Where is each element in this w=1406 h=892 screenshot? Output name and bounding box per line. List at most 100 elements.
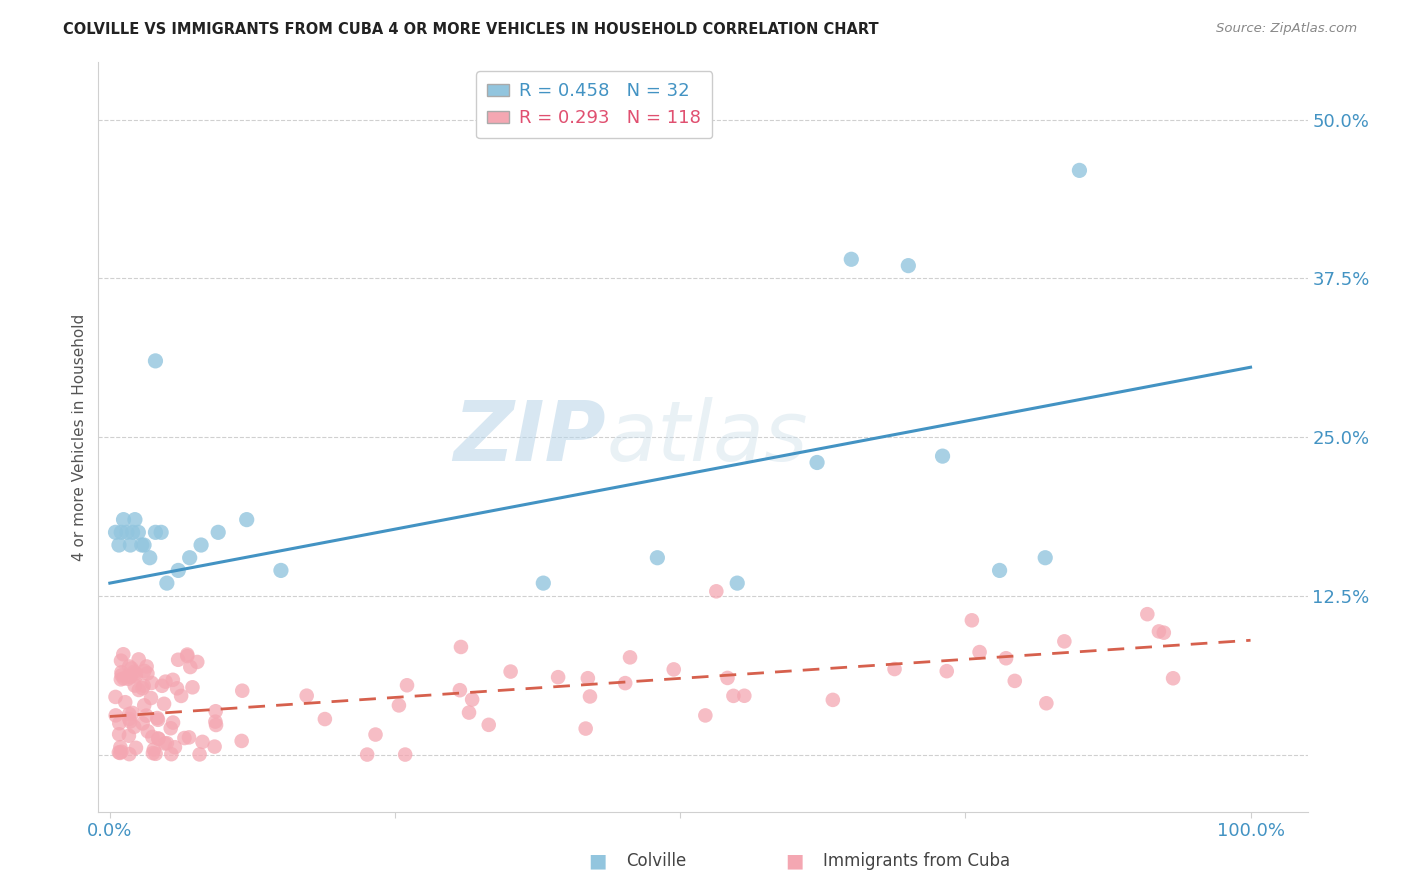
Point — [135, 708, 157, 723]
Point — [160, 747, 183, 761]
Point — [733, 689, 755, 703]
Point — [142, 742, 165, 756]
Point — [118, 712, 141, 726]
Point — [821, 693, 844, 707]
Point — [134, 664, 156, 678]
Point — [104, 708, 127, 723]
Point — [388, 698, 411, 713]
Point — [704, 584, 727, 599]
Text: ■: ■ — [588, 851, 607, 871]
Point — [155, 674, 177, 689]
Point — [1136, 607, 1159, 622]
Point — [112, 647, 135, 661]
Point — [1004, 673, 1026, 688]
Point — [141, 730, 163, 744]
Point — [1161, 671, 1184, 685]
Point — [145, 525, 167, 540]
Point — [128, 683, 150, 698]
Point — [136, 666, 159, 681]
Point — [163, 740, 186, 755]
Point — [162, 673, 184, 687]
Point — [499, 665, 522, 679]
Point — [112, 671, 135, 685]
Point — [153, 697, 176, 711]
Text: atlas: atlas — [606, 397, 808, 477]
Point — [614, 676, 637, 690]
Point — [1053, 634, 1076, 648]
Point — [716, 671, 738, 685]
Point — [190, 538, 212, 552]
Point — [110, 654, 132, 668]
Point — [121, 661, 143, 675]
Point — [995, 651, 1018, 665]
Point — [115, 525, 138, 540]
Point — [1033, 550, 1056, 565]
Point — [120, 670, 142, 684]
Point — [131, 716, 153, 731]
Point — [173, 731, 195, 745]
Point — [177, 731, 200, 745]
Legend: R = 0.458   N = 32, R = 0.293   N = 118: R = 0.458 N = 32, R = 0.293 N = 118 — [477, 71, 713, 138]
Point — [176, 648, 198, 662]
Point — [449, 683, 471, 698]
Text: COLVILLE VS IMMIGRANTS FROM CUBA 4 OR MORE VEHICLES IN HOUSEHOLD CORRELATION CHA: COLVILLE VS IMMIGRANTS FROM CUBA 4 OR MO… — [63, 22, 879, 37]
Point — [235, 513, 257, 527]
Point — [125, 666, 148, 681]
Point — [1069, 163, 1091, 178]
Point — [167, 653, 190, 667]
Point — [142, 746, 165, 760]
Point — [122, 665, 145, 679]
Point — [969, 645, 991, 659]
Point — [145, 747, 167, 761]
Point — [124, 720, 146, 734]
Point — [135, 659, 157, 673]
Point — [124, 679, 146, 693]
Point — [270, 563, 292, 577]
Point — [110, 525, 132, 540]
Point — [120, 714, 142, 729]
Point — [141, 676, 163, 690]
Point — [110, 668, 132, 682]
Point — [108, 538, 131, 552]
Point — [127, 525, 149, 540]
Point — [110, 745, 132, 759]
Point — [839, 252, 862, 267]
Point — [145, 354, 167, 368]
Point — [181, 681, 204, 695]
Point — [450, 640, 472, 654]
Point — [132, 679, 155, 693]
Point — [159, 721, 181, 735]
Point — [897, 259, 920, 273]
Point — [295, 689, 318, 703]
Point — [806, 455, 828, 469]
Point — [1147, 624, 1170, 639]
Point — [461, 692, 484, 706]
Point — [156, 736, 179, 750]
Point — [146, 711, 169, 725]
Point — [148, 731, 170, 746]
Point — [108, 716, 131, 731]
Point — [188, 747, 211, 762]
Point — [139, 691, 162, 706]
Point — [725, 576, 748, 591]
Point — [125, 740, 148, 755]
Point — [118, 659, 141, 673]
Point — [191, 735, 214, 749]
Text: ZIP: ZIP — [454, 397, 606, 477]
Point — [931, 449, 953, 463]
Point — [108, 727, 131, 741]
Point — [1153, 625, 1175, 640]
Point — [104, 525, 127, 540]
Point — [576, 671, 599, 685]
Point — [207, 525, 229, 540]
Point — [166, 681, 188, 696]
Point — [108, 746, 131, 760]
Point — [112, 513, 135, 527]
Point — [136, 724, 159, 739]
Point — [478, 718, 501, 732]
Point — [204, 739, 226, 754]
Point — [575, 722, 598, 736]
Point — [170, 689, 193, 703]
Point — [131, 538, 153, 552]
Point — [110, 665, 132, 680]
